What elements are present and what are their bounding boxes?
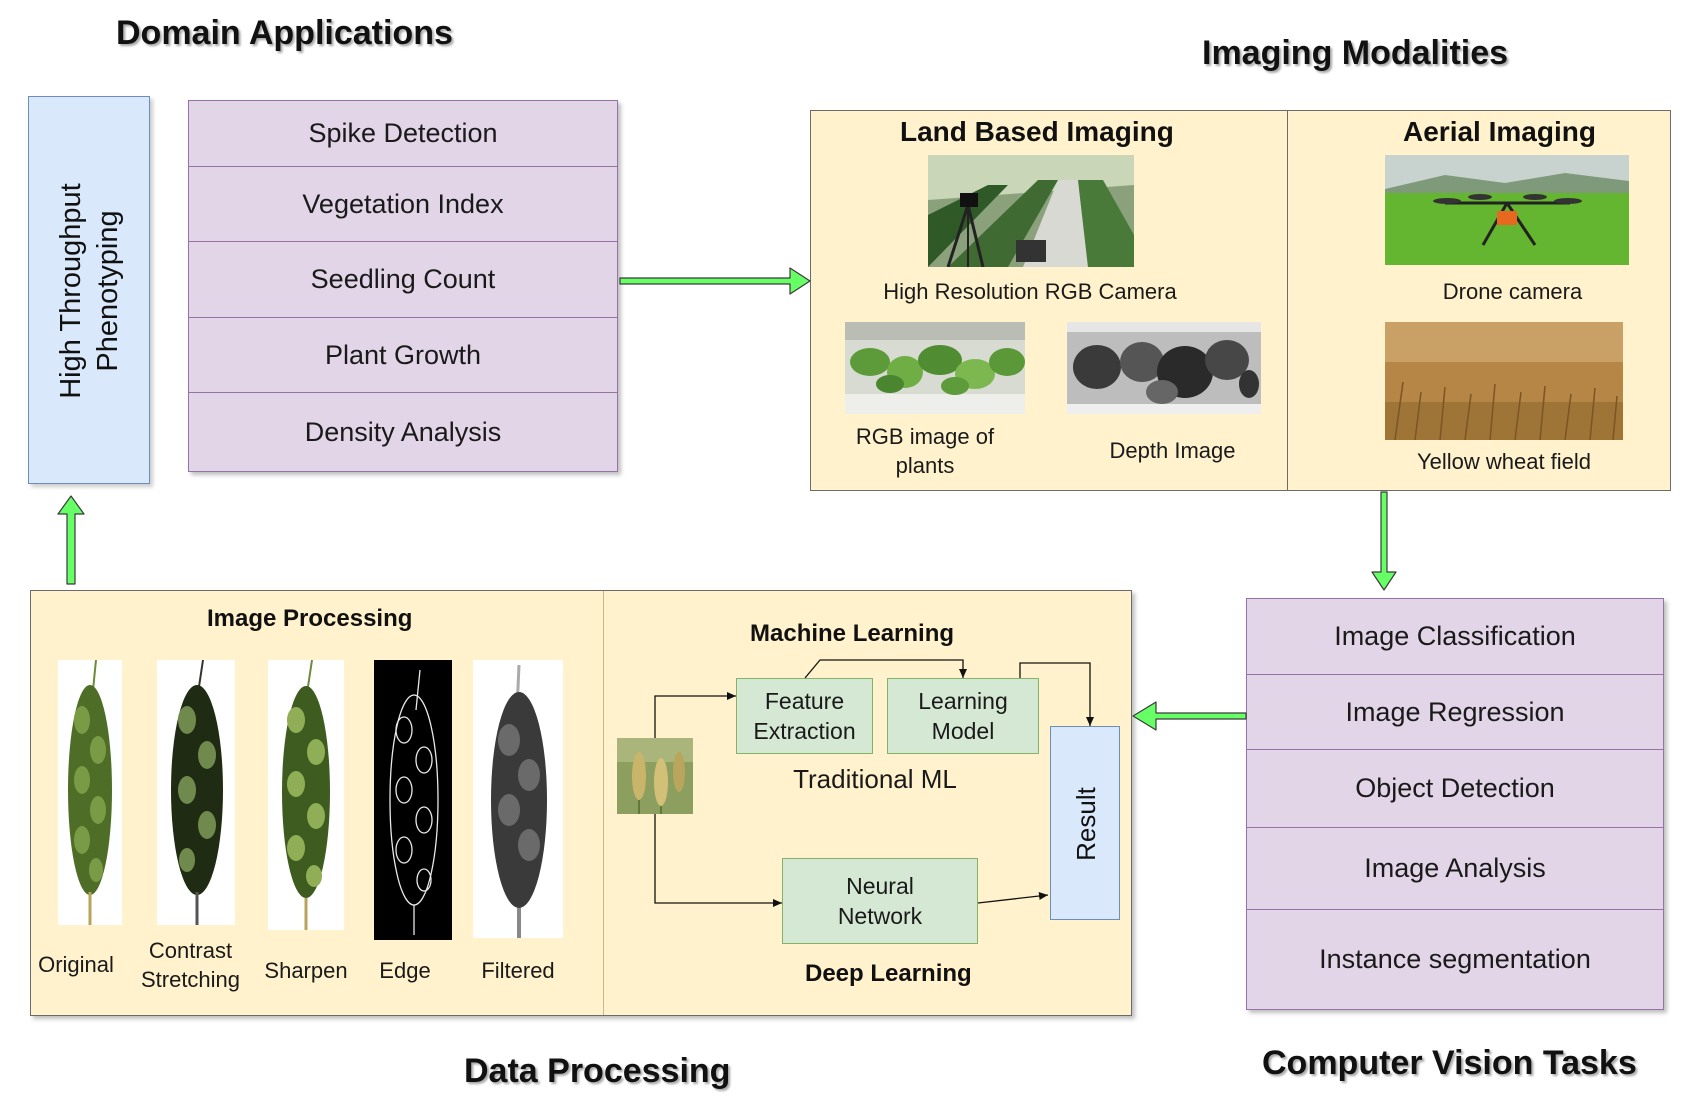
neural-line1: Neural: [846, 873, 914, 899]
arrow-domain-to-imaging: [619, 267, 811, 295]
domain-applications-stack: Spike Detection Vegetation Index Seedlin…: [188, 100, 618, 472]
section-title-domain-applications: Domain Applications: [116, 14, 453, 52]
feature-line2: Extraction: [753, 718, 856, 744]
rgb-caption: RGB image of plants: [830, 422, 1020, 480]
domain-item-plant-growth: Plant Growth: [189, 318, 617, 393]
rgb-caption-line2: plants: [895, 453, 955, 478]
neural-network-box: Neural Network: [782, 858, 978, 944]
arrow-cv-to-processing: [1132, 701, 1247, 731]
section-title-data-processing: Data Processing: [464, 1052, 731, 1090]
domain-item-density-analysis: Density Analysis: [304, 416, 502, 447]
cv-task-image-analysis: Image Analysis: [1247, 828, 1663, 910]
drone-photo-icon: [1385, 155, 1629, 265]
phenotyping-label: High Throughput Phenotyping: [50, 101, 130, 481]
depth-image-icon: [1067, 322, 1261, 414]
rgb-caption-line1: RGB image of: [855, 424, 995, 449]
result-label: Result: [1070, 787, 1101, 861]
camera-caption: High Resolution RGB Camera: [883, 279, 1177, 304]
label-contrast-line1: Contrast: [148, 938, 233, 963]
learning-model-box: Learning Model: [887, 678, 1039, 754]
arrow-imaging-to-cv: [1371, 491, 1397, 591]
panel-divider: [603, 591, 604, 1015]
machine-learning-title: Machine Learning: [750, 620, 955, 647]
section-title-imaging-modalities: Imaging Modalities: [1202, 34, 1509, 72]
learning-line1: Learning: [918, 688, 1008, 714]
domain-item-spike-detection: Spike Detection: [189, 101, 617, 167]
filtered-spike-icon: [473, 660, 563, 938]
label-original: Original: [38, 952, 114, 977]
label-edge: Edge: [379, 958, 431, 983]
cv-tasks-stack: Image Classification Image Regression Ob…: [1246, 598, 1664, 1010]
arrow-processing-to-phenotyping: [57, 495, 85, 585]
wheat-input-photo-icon: [617, 738, 693, 814]
sharpen-spike-icon: [268, 660, 344, 930]
image-processing-title: Image Processing: [207, 605, 413, 632]
feature-line1: Feature: [764, 688, 845, 714]
drone-caption: Drone camera: [1442, 279, 1583, 304]
camera-photo-icon: [928, 155, 1134, 267]
section-title-computer-vision-tasks: Computer Vision Tasks: [1262, 1044, 1637, 1082]
field-caption: Yellow wheat field: [1416, 449, 1592, 474]
feature-extraction-box: Feature Extraction: [736, 678, 873, 754]
wheat-field-icon: [1385, 322, 1623, 440]
phenotyping-line1: High Throughput: [55, 183, 87, 399]
label-contrast-line2: Stretching: [140, 967, 241, 992]
aerial-imaging-title: Aerial Imaging: [1403, 116, 1596, 147]
depth-caption: Depth Image: [1109, 438, 1236, 463]
label-filtered: Filtered: [481, 958, 555, 983]
phenotyping-box: High Throughput Phenotyping: [28, 96, 150, 484]
cv-task-instance-segmentation: Instance segmentation: [1319, 944, 1591, 974]
domain-item-vegetation-index: Vegetation Index: [189, 167, 617, 242]
wheat-spike-icon: [58, 660, 122, 925]
cv-task-image-classification: Image Classification: [1247, 599, 1663, 675]
edge-spike-icon: [374, 660, 452, 940]
plants-photo-icon: [845, 322, 1025, 414]
deep-learning-label: Deep Learning: [805, 960, 972, 987]
label-sharpen: Sharpen: [264, 958, 348, 983]
learning-line2: Model: [931, 718, 995, 744]
domain-item-seedling-count: Seedling Count: [189, 242, 617, 318]
land-imaging-title: Land Based Imaging: [900, 116, 1174, 147]
label-contrast: Contrast Stretching: [128, 936, 253, 994]
neural-line2: Network: [837, 903, 923, 929]
cv-task-image-regression: Image Regression: [1247, 675, 1663, 750]
cv-task-object-detection: Object Detection: [1247, 750, 1663, 828]
contrast-spike-icon: [157, 660, 235, 925]
result-box: Result: [1050, 726, 1120, 920]
traditional-ml-label: Traditional ML: [793, 764, 957, 794]
phenotyping-line2: Phenotyping: [92, 210, 124, 372]
